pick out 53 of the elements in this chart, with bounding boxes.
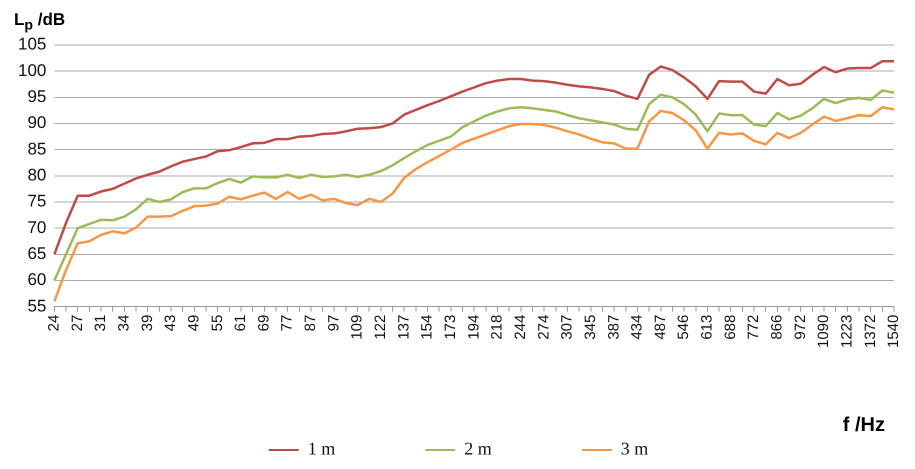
x-tick-label: 1090	[815, 314, 832, 348]
x-tick-label: 194	[465, 314, 482, 340]
x-tick-label: 39	[138, 314, 156, 332]
x-tick-label: 244	[512, 314, 529, 340]
x-tick-label: 345	[582, 314, 599, 340]
y-tick-label: 100	[18, 60, 46, 80]
y-tick-label: 85	[27, 139, 46, 158]
x-tick-label: 1223	[838, 314, 856, 348]
x-tick-label: 61	[232, 314, 250, 332]
y-tick-label: 70	[27, 218, 46, 237]
x-tick-label: 1372	[862, 314, 879, 348]
x-tick-label: 97	[325, 314, 342, 332]
legend-label: 1 m	[308, 438, 336, 459]
x-tick-label: 434	[628, 314, 646, 340]
x-tick-label: 1540	[885, 314, 902, 348]
x-tick-label: 154	[418, 314, 436, 340]
y-axis-title: L$_{p}$ /dB	[14, 10, 66, 34]
x-tick-label: 688	[722, 314, 739, 340]
y-tick-label: 60	[27, 270, 46, 290]
legend-label: 2 m	[464, 438, 492, 459]
x-axis-title: f /Hz	[842, 414, 885, 437]
y-tick-label: 90	[27, 113, 46, 132]
x-tick-label: 546	[675, 314, 692, 340]
x-tick-label: 31	[92, 314, 110, 332]
x-tick-label: 27	[68, 314, 86, 332]
x-tick-label: 77	[278, 314, 296, 332]
y-tick-label: 75	[27, 192, 46, 211]
x-tick-label: 613	[698, 314, 716, 340]
x-tick-label: 122	[372, 314, 390, 340]
x-tick-label: 972	[792, 314, 809, 340]
x-tick-label: 387	[605, 314, 622, 340]
x-tick-label: 87	[302, 314, 320, 332]
x-tick-label: 55	[208, 314, 226, 332]
x-tick-label: 43	[162, 314, 180, 332]
legend-label: 3 m	[620, 438, 648, 459]
x-tick-label: 69	[255, 314, 272, 332]
y-tick-label: 55	[27, 296, 46, 316]
x-tick-label: 274	[535, 314, 552, 340]
x-tick-label: 307	[558, 314, 576, 340]
y-tick-label: 105	[18, 34, 46, 54]
y-tick-label: 95	[27, 87, 46, 106]
y-tick-label: 80	[27, 166, 46, 185]
x-tick-label: 772	[745, 314, 762, 340]
x-tick-label: 866	[768, 314, 786, 340]
x-tick-label: 218	[488, 314, 506, 340]
x-tick-label: 137	[395, 314, 412, 340]
x-tick-label: 173	[442, 314, 459, 340]
y-tick-label: 65	[27, 244, 46, 263]
x-tick-label: 109	[348, 314, 366, 340]
x-tick-label: 24	[46, 314, 63, 332]
x-tick-label: 49	[185, 314, 202, 332]
x-tick-label: 34	[115, 314, 132, 332]
x-tick-label: 487	[652, 314, 669, 340]
